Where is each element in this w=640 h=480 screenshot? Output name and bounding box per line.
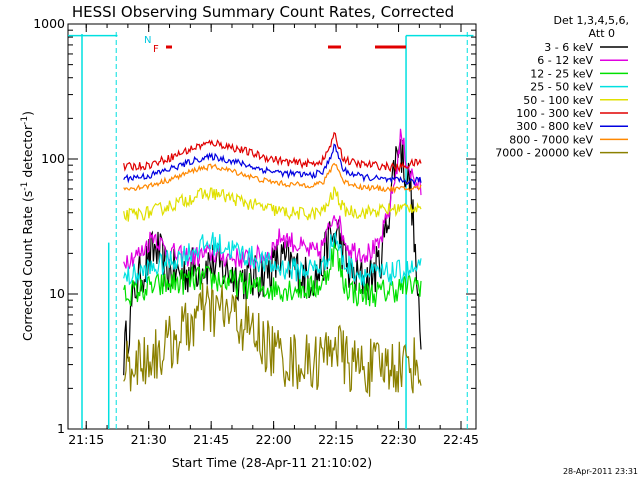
legend-header-line1: Det 1,3,4,5,6, <box>553 14 629 27</box>
y-tick-label: 1000 <box>33 16 65 31</box>
series-line-4 <box>123 186 422 222</box>
timestamp: 28-Apr-2011 23:31 <box>563 467 638 476</box>
y-axis-ticks: 1 10 100 1000 <box>33 16 476 436</box>
y-tick-label: 100 <box>41 151 65 166</box>
y-axis-label: Corrected Count Rate (s-1 detector-1) <box>20 111 35 341</box>
series-line-5 <box>123 131 422 173</box>
x-tick-label: 21:30 <box>131 432 167 447</box>
x-tick-label: 21:45 <box>193 432 229 447</box>
legend-label: 25 - 50 keV <box>530 81 593 94</box>
plot-frame <box>67 23 477 430</box>
chart-title: HESSI Observing Summary Count Rates, Cor… <box>72 3 454 21</box>
x-tick-label: 22:00 <box>256 432 292 447</box>
series-line-3 <box>123 231 422 287</box>
series-line-1 <box>123 128 422 270</box>
legend-label: 50 - 100 keV <box>523 94 593 107</box>
x-tick-label: 22:30 <box>381 432 417 447</box>
legend-label: 7000 - 20000 keV <box>495 147 593 160</box>
y-tick-label: 10 <box>49 286 65 301</box>
legend-label: 300 - 800 keV <box>516 120 593 133</box>
series-line-6 <box>123 143 422 186</box>
x-tick-label: 21:15 <box>68 432 104 447</box>
legend-header-line2: Att 0 <box>589 27 615 40</box>
legend-label: 6 - 12 keV <box>537 54 593 67</box>
series-line-7 <box>123 162 422 194</box>
legend-label: 100 - 300 keV <box>516 107 593 120</box>
legend-label: 800 - 7000 keV <box>509 133 593 146</box>
x-tick-label: 22:15 <box>318 432 354 447</box>
series-line-2 <box>123 242 422 307</box>
flag-label-f: F <box>153 44 159 55</box>
x-axis-ticks: 21:15 21:30 21:45 22:00 22:15 22:30 22:45 <box>68 24 479 447</box>
series-line-8 <box>123 282 422 397</box>
attenuator-markers <box>68 32 474 429</box>
y-tick-label: 1 <box>57 421 65 436</box>
x-axis-label: Start Time (28-Apr-11 21:10:02) <box>172 455 372 470</box>
legend-label: 12 - 25 keV <box>530 67 593 80</box>
series-layer <box>123 128 422 397</box>
x-tick-label: 22:45 <box>443 432 479 447</box>
flag-label-n: N <box>144 35 151 46</box>
legend-label: 3 - 6 keV <box>544 41 593 54</box>
